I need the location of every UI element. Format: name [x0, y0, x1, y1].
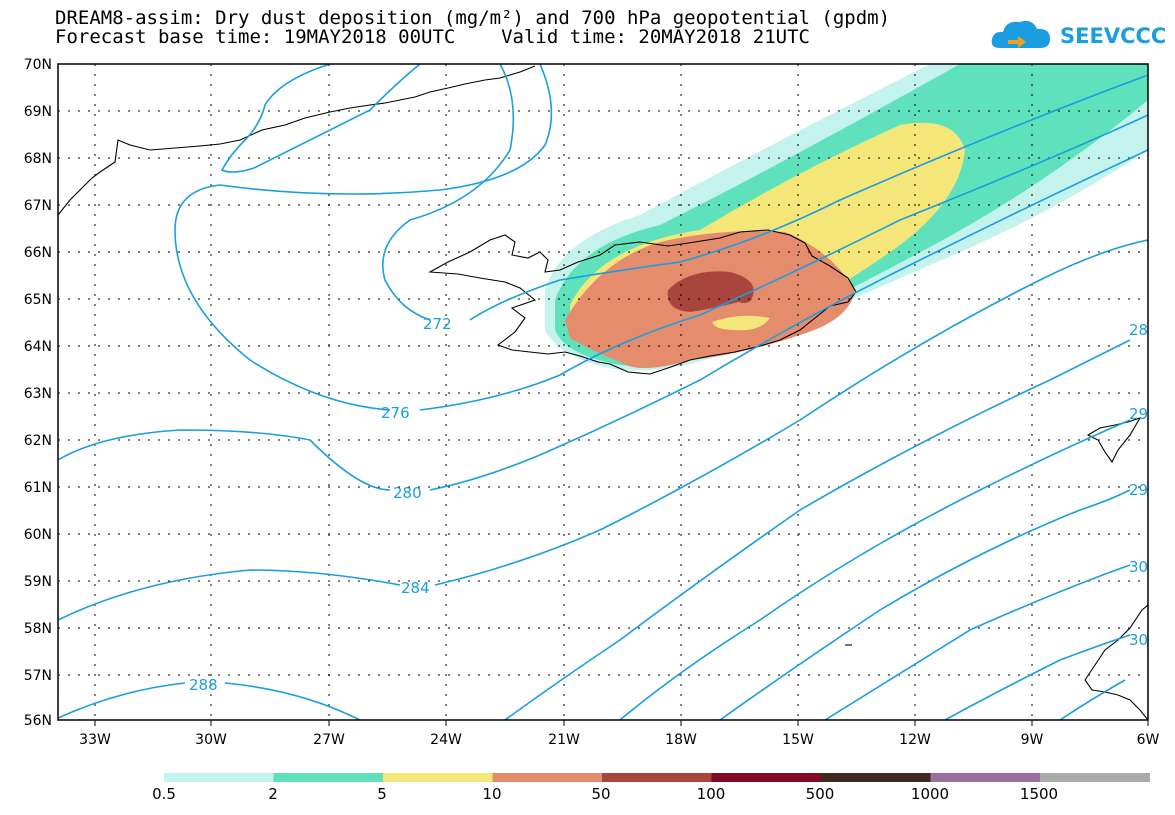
- lon-label: 24W: [430, 732, 462, 748]
- contour-288b: [504, 339, 1131, 720]
- contour-label: 272: [423, 315, 452, 333]
- dust-level-50-spot: [736, 293, 752, 303]
- contour-label: 276: [381, 404, 410, 422]
- contour-272: [220, 64, 1148, 321]
- map-frame: [57, 63, 1149, 721]
- dust-level-50: [667, 271, 754, 312]
- lat-label: 62N: [24, 433, 52, 449]
- contour-labels: 272 276 280 284 288 28 29 29 30 30: [189, 315, 1148, 694]
- lat-label: 63N: [24, 386, 52, 402]
- colorbar-swatch: [273, 773, 384, 782]
- colorbar-label: 50: [591, 785, 611, 803]
- map-title: DREAM8-assim: Dry dust deposition (mg/m²…: [55, 7, 891, 29]
- contour-label: 284: [401, 579, 430, 597]
- lat-label: 66N: [24, 245, 52, 261]
- lat-label: 64N: [24, 339, 52, 355]
- dust-deposition-field: [545, 64, 1148, 371]
- lon-label: 9W: [1021, 732, 1044, 748]
- coast-faroe: [1086, 417, 1142, 464]
- lon-label: 27W: [313, 732, 345, 748]
- logo-text: SEEVCCC: [1060, 24, 1167, 48]
- dust-low-patch: [712, 315, 770, 331]
- latitude-labels: 70N 69N 68N 67N 66N 65N 64N 63N 62N 61N …: [24, 57, 52, 729]
- colorbar-swatch: [1040, 773, 1150, 782]
- colorbar-label: 500: [805, 785, 835, 803]
- longitude-labels: 33W 30W 27W 24W 21W 18W 15W 12W 9W 6W: [79, 732, 1159, 748]
- lat-label: 61N: [24, 480, 52, 496]
- colorbar-label: 5: [377, 785, 387, 803]
- lon-label: 15W: [782, 732, 814, 748]
- contour-284: [58, 239, 1148, 621]
- lat-label: 67N: [24, 198, 52, 214]
- contour-label: 29: [1129, 481, 1148, 499]
- colorbar-label: 100: [696, 785, 726, 803]
- lon-label: 21W: [548, 732, 580, 748]
- lat-label: 57N: [24, 668, 52, 684]
- lon-label: 12W: [899, 732, 931, 748]
- lat-label: 60N: [24, 527, 52, 543]
- lat-label: 68N: [24, 151, 52, 167]
- colorbar-label: 0.5: [152, 785, 176, 803]
- lon-label: 33W: [79, 732, 111, 748]
- cloud-icon: [991, 20, 1050, 48]
- contour-label: 30: [1129, 558, 1148, 576]
- geopotential-contours: [58, 64, 1148, 720]
- grid-lines: [58, 64, 1148, 720]
- colorbar-label: 10: [482, 785, 502, 803]
- colorbar-label: 1000: [910, 785, 950, 803]
- coast-greenland: [58, 65, 536, 216]
- colorbar-swatch: [602, 773, 712, 782]
- contour-304: [944, 634, 1131, 720]
- contour-292: [619, 419, 1131, 720]
- coast-scotland: [1084, 604, 1148, 720]
- colorbar-swatch: [383, 773, 493, 782]
- colorbar-swatch: [930, 773, 1041, 782]
- lon-label: 6W: [1137, 732, 1160, 748]
- colorbar-swatch: [821, 773, 931, 782]
- colorbar-label: 1500: [1019, 785, 1059, 803]
- contour-308: [1059, 679, 1126, 720]
- contour-label: 280: [393, 484, 422, 502]
- lon-label: 30W: [195, 732, 227, 748]
- lon-label: 18W: [665, 732, 697, 748]
- lat-label: 58N: [24, 621, 52, 637]
- colorbar-swatch: [492, 773, 603, 782]
- colorbar-swatch: [711, 773, 822, 782]
- contour-label: 28: [1129, 321, 1148, 339]
- contour-label: 29: [1129, 405, 1148, 423]
- contour-296: [719, 489, 1131, 720]
- lat-label: 59N: [24, 574, 52, 590]
- contour-280: [58, 149, 1148, 491]
- colorbar: [164, 773, 1150, 782]
- contour-label: 30: [1129, 631, 1148, 649]
- lat-label: 70N: [24, 57, 52, 73]
- lat-label: 56N: [24, 713, 52, 729]
- lat-label: 69N: [24, 104, 52, 120]
- coast-iceland: [428, 229, 857, 375]
- contour-label: 288: [189, 676, 218, 694]
- contour-276: [174, 64, 1148, 411]
- lat-label: 65N: [24, 292, 52, 308]
- contour-300: [824, 564, 1131, 720]
- contour-288: [58, 682, 361, 720]
- colorbar-swatch: [164, 773, 274, 782]
- coastlines: [58, 65, 1148, 720]
- axis-ticks: [94, 720, 1149, 726]
- colorbar-label: 2: [268, 785, 278, 803]
- map-subtitle: Forecast base time: 19MAY2018 00UTC Vali…: [55, 26, 810, 48]
